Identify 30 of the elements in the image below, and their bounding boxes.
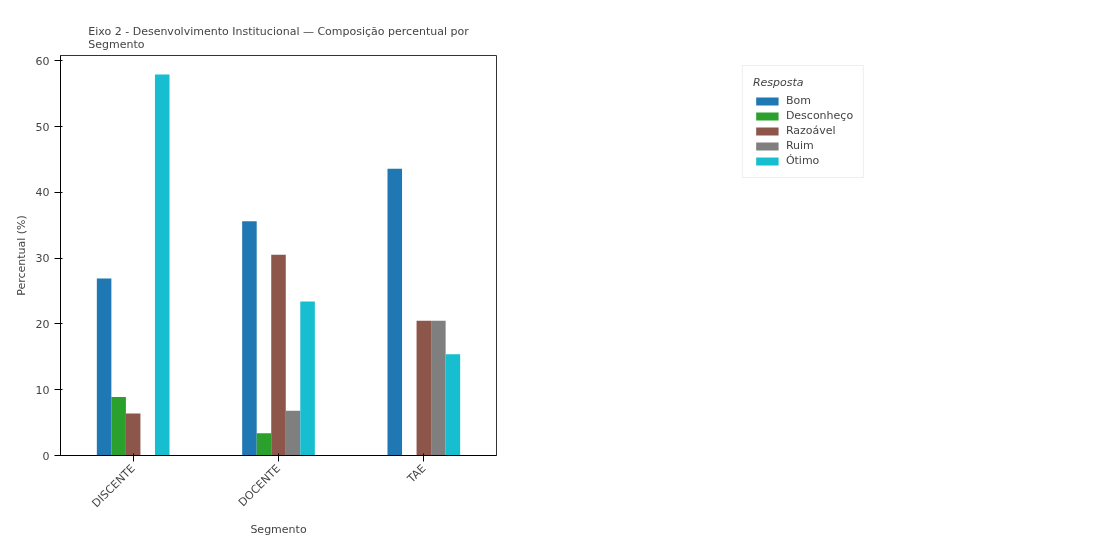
y-tick-label: 60 bbox=[35, 54, 50, 68]
legend-label: Bom bbox=[785, 94, 811, 107]
bar bbox=[256, 433, 272, 456]
bar bbox=[96, 278, 112, 456]
y-tick-label: 20 bbox=[35, 317, 50, 331]
bar bbox=[445, 354, 461, 456]
bar bbox=[300, 301, 315, 456]
bar bbox=[111, 396, 126, 456]
legend-label: Desconheço bbox=[785, 109, 854, 122]
legend-label: Razoável bbox=[785, 124, 836, 137]
legend-label: Ótimo bbox=[785, 154, 820, 167]
y-tick-label: 40 bbox=[35, 186, 50, 200]
legend-label: Ruim bbox=[785, 139, 814, 152]
y-tick-label: 30 bbox=[35, 252, 50, 266]
bar bbox=[271, 254, 286, 456]
bar bbox=[431, 320, 446, 456]
bar bbox=[125, 413, 141, 456]
bar bbox=[242, 221, 257, 456]
legend-title: Resposta bbox=[752, 76, 805, 89]
chart-title: Eixo 2 - Desenvolvimento Institucional — Composição percentual por Segmento bbox=[88, 24, 470, 51]
bar bbox=[285, 410, 301, 456]
bar bbox=[387, 168, 403, 456]
x-tick-label: TAE bbox=[404, 461, 429, 487]
y-axis-title: Percentual (%) bbox=[14, 215, 28, 296]
y-tick-label: 0 bbox=[42, 449, 50, 463]
bar bbox=[416, 320, 432, 456]
y-tick-label: 50 bbox=[35, 120, 50, 134]
bar bbox=[154, 74, 170, 456]
y-tick-label: 10 bbox=[35, 383, 50, 397]
x-axis-title: Segmento bbox=[250, 522, 307, 536]
